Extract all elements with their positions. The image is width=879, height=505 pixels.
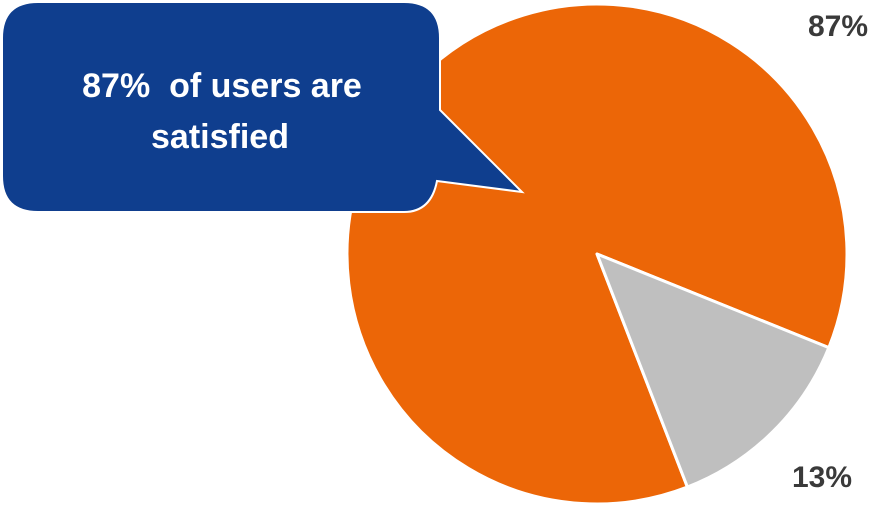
- pie-slice-unsatisfied: [595, 252, 831, 489]
- slice-label-unsatisfied: 13%: [792, 461, 852, 494]
- callout-line-2: satisfied: [151, 118, 289, 156]
- callout-bubble: 87% of users are satisfied: [1, 1, 525, 213]
- slice-label-satisfied: 87%: [808, 10, 868, 43]
- callout-line-1: 87% of users are: [82, 67, 362, 105]
- callout-shape: [1, 1, 525, 213]
